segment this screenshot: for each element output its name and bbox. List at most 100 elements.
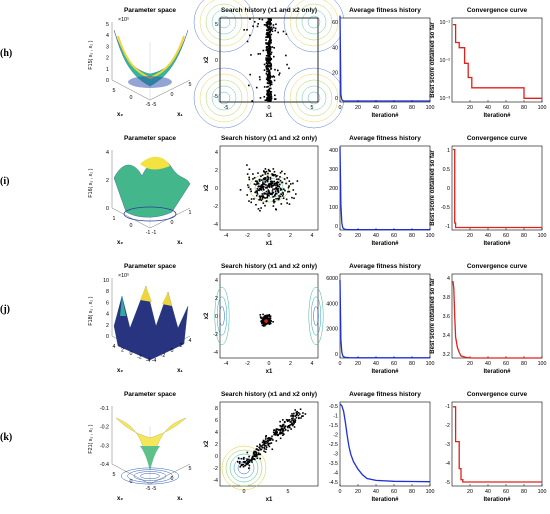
search-point xyxy=(266,193,269,196)
search-point xyxy=(242,463,244,466)
search-ytick: 0 xyxy=(215,58,218,64)
search-point xyxy=(269,100,272,102)
search-point xyxy=(277,178,280,180)
search-point xyxy=(267,18,270,20)
search-point xyxy=(267,50,269,53)
search-point xyxy=(279,431,281,434)
fitness-axes xyxy=(339,401,431,487)
param-ztick: 0 xyxy=(106,206,109,212)
search-contour xyxy=(289,73,339,123)
search-point xyxy=(269,71,271,74)
row-label: (h) xyxy=(0,48,13,59)
search-point xyxy=(265,190,268,193)
search-point xyxy=(279,420,281,423)
search-point xyxy=(242,458,245,460)
search-point xyxy=(272,75,275,77)
search-point xyxy=(256,448,258,450)
search-point xyxy=(293,412,295,415)
fitness-xtick: 0 xyxy=(339,233,342,239)
fitness-axes xyxy=(339,17,431,103)
search-point xyxy=(268,437,270,439)
search-point xyxy=(252,452,255,455)
param-x2tick: -5 xyxy=(146,486,151,492)
fitness-xtick: 0 xyxy=(339,105,342,111)
search-point xyxy=(272,26,275,29)
convergence-ytick: 1 xyxy=(447,148,450,154)
search-point xyxy=(269,91,272,94)
search-point xyxy=(262,321,265,324)
search-point xyxy=(274,434,277,436)
search-contour xyxy=(225,449,263,487)
search-point xyxy=(257,172,259,174)
convergence-xtick: 40 xyxy=(485,489,491,495)
search-point xyxy=(293,426,296,428)
search-point xyxy=(267,29,270,31)
search-point xyxy=(257,449,260,452)
search-point xyxy=(269,48,272,50)
search-point xyxy=(260,195,263,197)
param-zlabel: F15( x₁ , x₂ ) xyxy=(88,40,94,69)
search-point xyxy=(253,183,256,185)
param-x1tick: 0 xyxy=(171,92,174,98)
search-point xyxy=(274,29,277,32)
search-point xyxy=(265,33,268,36)
search-point xyxy=(269,170,271,173)
search-point xyxy=(266,179,269,181)
convergence-title: Convergence curve xyxy=(467,391,528,398)
fitness-ytick: 100 xyxy=(329,205,338,211)
search-point xyxy=(291,417,293,420)
search-point xyxy=(268,87,271,90)
search-point xyxy=(275,184,277,187)
search-point xyxy=(266,70,269,73)
fitness-xtick: 100 xyxy=(426,233,435,239)
search-point xyxy=(269,82,271,84)
search-point xyxy=(248,461,251,464)
search-point xyxy=(268,75,270,78)
search-point xyxy=(261,198,264,200)
convergence-ytick: 3.8 xyxy=(443,295,450,301)
convergence-ytick: -1 xyxy=(445,224,450,230)
search-point xyxy=(266,25,269,28)
fitness-xtick: 80 xyxy=(409,233,415,239)
search-point xyxy=(269,62,272,64)
search-point xyxy=(267,97,269,100)
search-point xyxy=(291,422,293,425)
convergence-ylabel: Best score obtained so far xyxy=(430,150,436,226)
search-point xyxy=(247,467,250,470)
search-contour xyxy=(301,9,327,35)
search-point xyxy=(267,440,269,443)
search-point xyxy=(268,72,270,75)
fitness-ytick: -1 xyxy=(333,414,338,420)
search-point xyxy=(277,31,279,34)
search-point xyxy=(258,443,261,446)
search-point xyxy=(266,29,268,31)
search-point xyxy=(267,100,269,102)
search-point xyxy=(262,441,265,443)
search-point xyxy=(236,460,239,463)
search-point xyxy=(266,63,269,65)
search-ytick: 6 xyxy=(215,418,218,424)
search-point xyxy=(285,182,287,185)
search-point xyxy=(256,188,259,190)
search-point xyxy=(248,178,251,181)
param-title: Parameter space xyxy=(124,7,176,14)
fitness-ytick: 400 xyxy=(329,148,338,154)
search-contour xyxy=(221,445,267,491)
search-point xyxy=(243,29,245,31)
search-point xyxy=(267,32,269,35)
search-point xyxy=(284,425,287,428)
search-point xyxy=(275,431,277,434)
search-ytick: 2 xyxy=(215,442,218,448)
search-point xyxy=(275,440,278,442)
search-point xyxy=(264,315,266,317)
search-point xyxy=(267,192,269,195)
search-point xyxy=(277,191,280,194)
search-point xyxy=(257,208,260,210)
search-point xyxy=(295,416,298,419)
search-point xyxy=(265,446,268,449)
search-point xyxy=(257,185,260,187)
fitness-xtick: 0 xyxy=(339,361,342,367)
param-ztick: 2 xyxy=(106,323,109,329)
search-point xyxy=(273,188,276,190)
